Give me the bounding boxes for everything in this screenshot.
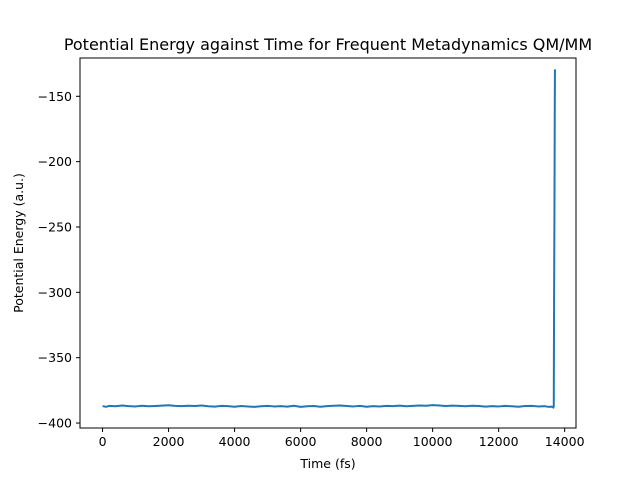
- y-axis: −150 −200 −250 −300 −350 −400: [38, 89, 80, 431]
- x-axis-label: Time (fs): [299, 456, 355, 471]
- x-tick-label: 8000: [351, 434, 383, 449]
- y-tick-label: −150: [38, 89, 72, 104]
- x-tick-label: 12000: [479, 434, 519, 449]
- x-tick-label: 0: [99, 434, 107, 449]
- x-tick-label: 4000: [219, 434, 251, 449]
- y-tick-label: −250: [38, 219, 72, 234]
- series-line: [102, 69, 557, 409]
- plot-area: [79, 57, 577, 429]
- chart-title: Potential Energy against Time for Freque…: [64, 35, 592, 54]
- x-tick-label: 2000: [153, 434, 185, 449]
- x-tick-label: 14000: [545, 434, 585, 449]
- y-axis-label: Potential Energy (a.u.): [11, 173, 26, 313]
- plot-frame: [79, 57, 577, 429]
- x-tick-label: 6000: [285, 434, 317, 449]
- y-tick-label: −200: [38, 154, 72, 169]
- y-tick-label: −350: [38, 350, 72, 365]
- y-tick-label: −300: [38, 285, 72, 300]
- y-tick-label: −400: [38, 416, 72, 431]
- x-axis: 0 2000 4000 6000 8000 10000 12000 14000: [99, 428, 585, 449]
- x-tick-label: 10000: [413, 434, 453, 449]
